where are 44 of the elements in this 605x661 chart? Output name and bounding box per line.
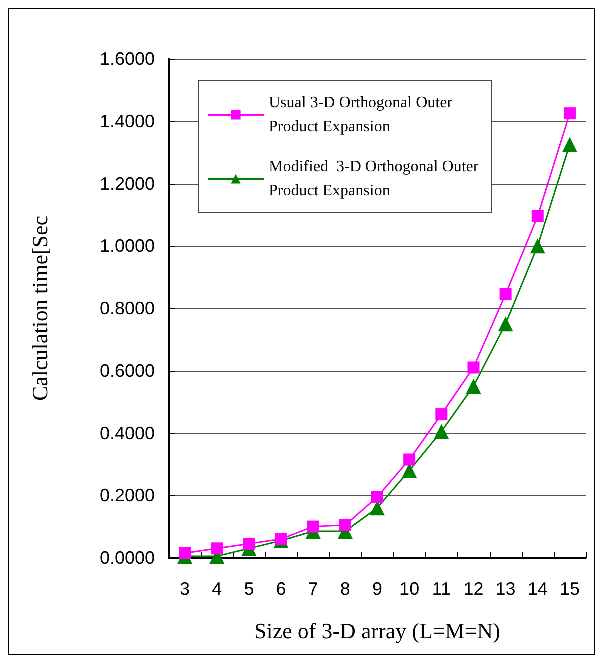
legend-label: Modified 3-D Orthogonal Outer Product Expansion xyxy=(269,158,483,200)
x-tick-label: 10 xyxy=(400,579,420,599)
point xyxy=(275,533,288,546)
x-tick-label: 13 xyxy=(496,579,516,599)
y-axis-title: Calculation time[Sec xyxy=(28,216,52,402)
x-tick-label: 8 xyxy=(340,579,350,599)
point xyxy=(372,491,384,504)
point xyxy=(404,454,416,466)
x-tick-label: 14 xyxy=(528,579,548,599)
x-tick-label: 7 xyxy=(308,579,318,599)
y-tick-label: 0.0000 xyxy=(100,548,155,568)
x-tick-label: 6 xyxy=(276,579,286,599)
point xyxy=(468,362,480,374)
point xyxy=(211,542,224,555)
y-tick-label: 0.8000 xyxy=(100,298,155,318)
x-tick-label: 5 xyxy=(244,579,254,599)
point xyxy=(179,547,192,560)
point xyxy=(434,424,450,440)
y-tick-label: 1.0000 xyxy=(100,236,155,256)
y-tick-label: 0.4000 xyxy=(100,423,155,444)
y-tick-label: 1.6000 xyxy=(100,49,155,69)
point xyxy=(498,316,514,332)
x-tick-label: 12 xyxy=(464,579,484,599)
legend-label: Usual 3-D Orthogonal Outer Product Expansion xyxy=(269,94,457,136)
x-tick-label: 15 xyxy=(560,579,580,599)
x-tick-label: 11 xyxy=(432,579,451,599)
x-tick-label: 9 xyxy=(372,579,383,599)
y-tick-label: 1.4000 xyxy=(100,111,155,132)
x-tick-label: 4 xyxy=(212,579,222,599)
point xyxy=(466,378,482,394)
point xyxy=(500,288,512,300)
x-tick-label: 3 xyxy=(180,579,190,599)
point xyxy=(562,137,578,152)
point xyxy=(307,520,320,533)
y-tick-label: 1.2000 xyxy=(100,174,155,194)
point xyxy=(243,538,256,550)
y-tick-label: 0.2000 xyxy=(100,486,155,506)
x-axis-title: Size of 3-D array (L=M=N) xyxy=(254,618,500,644)
point xyxy=(339,519,352,532)
point xyxy=(436,408,448,421)
point xyxy=(532,210,544,222)
point xyxy=(564,108,576,120)
y-tick-label: 0.6000 xyxy=(100,360,155,381)
point xyxy=(530,238,546,254)
